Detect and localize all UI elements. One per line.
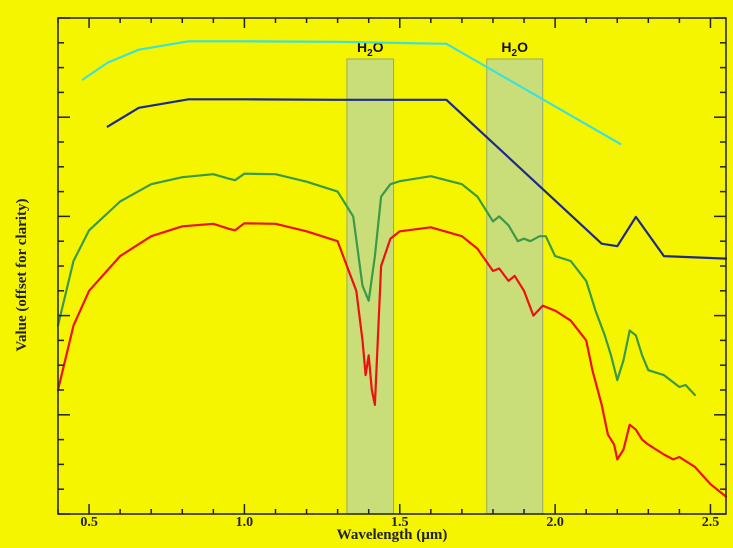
x-tick-label: 1.5 xyxy=(391,515,409,530)
x-tick-label: 1.0 xyxy=(236,515,254,530)
water-band-2 xyxy=(486,58,544,515)
water-band-label-2: H2O xyxy=(501,39,528,59)
series-lines xyxy=(56,40,728,498)
spectrum-line-1 xyxy=(81,40,622,146)
axis-ticks xyxy=(57,17,726,515)
spectrum-line-2 xyxy=(106,98,728,260)
x-tick-label: 2.0 xyxy=(546,515,564,530)
x-axis-title: Wavelength (µm) xyxy=(337,527,448,543)
y-axis-title: Value (offset for clarity) xyxy=(14,199,30,352)
x-tick-labels: 0.5 1.0 1.5 2.0 2.5 xyxy=(80,515,719,530)
x-tick-label: 0.5 xyxy=(80,515,98,530)
spectrum-line-3 xyxy=(56,172,696,397)
x-tick-label: 2.5 xyxy=(702,515,720,530)
spectrum-line-4 xyxy=(56,222,728,498)
water-band-label-1: H2O xyxy=(357,39,384,59)
